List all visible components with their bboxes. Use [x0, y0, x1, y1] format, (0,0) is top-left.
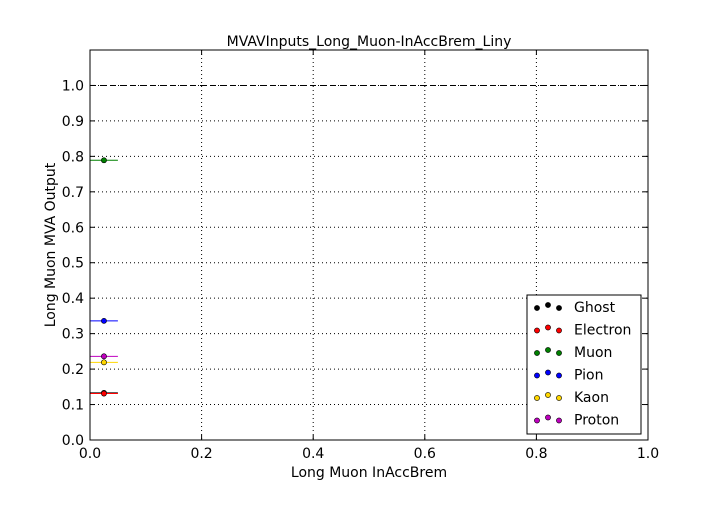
legend-marker: [534, 305, 540, 311]
x-axis-label: Long Muon InAccBrem: [291, 465, 447, 481]
y-tick-label: 0.1: [62, 398, 84, 414]
legend-label-pion: Pion: [574, 368, 603, 384]
legend-marker: [534, 395, 540, 401]
y-tick-label: 0.9: [62, 114, 84, 130]
x-tick-label: 0.2: [190, 446, 212, 462]
data-point-muon: [101, 157, 107, 164]
tick-layer: 0.0 0.2 0.4 0.6 0.8 1.0 0.0 0.1 0.2 0.3 0.4 0.5 0.6 0…: [62, 50, 659, 462]
y-tick-label: 0.3: [62, 327, 84, 343]
data-layer: [90, 157, 118, 397]
y-axis-label: Long Muon MVA Output: [43, 162, 59, 327]
legend-box: [526, 294, 642, 435]
legend-marker: [545, 302, 551, 308]
data-point-proton: [101, 353, 107, 360]
legend-marker: [556, 305, 562, 311]
legend-marker: [545, 324, 551, 331]
legend-marker: [556, 417, 562, 424]
legend-marker: [534, 417, 540, 424]
legend-marker: [545, 392, 551, 398]
legend-marker: [556, 327, 562, 334]
x-tick-label: 0.8: [525, 446, 547, 462]
chart-title: MVAVInputs_Long_Muon-InAccBrem_Liny: [227, 34, 512, 50]
legend-label-muon: Muon: [574, 345, 612, 361]
data-point-kaon: [101, 359, 107, 366]
y-tick-label: 0.2: [62, 362, 84, 378]
legend: Ghost Electron Muon Pion Kaon Proton: [526, 294, 642, 435]
legend-label-kaon: Kaon: [574, 390, 609, 406]
y-tick-label: 1.0: [62, 78, 84, 94]
legend-marker: [556, 395, 562, 401]
y-tick-label: 0.8: [62, 149, 84, 165]
x-tick-label: 0.0: [79, 446, 101, 462]
legend-label-proton: Proton: [574, 413, 619, 429]
legend-marker: [545, 414, 551, 421]
legend-marker: [545, 369, 551, 376]
x-tick-label: 1.0: [637, 446, 659, 462]
x-tick-label: 0.4: [302, 446, 324, 462]
x-tick-label: 0.6: [414, 446, 436, 462]
y-tick-label: 0.0: [62, 433, 84, 449]
legend-label-ghost: Ghost: [574, 300, 616, 316]
legend-marker: [556, 350, 562, 356]
legend-marker: [534, 372, 540, 379]
legend-marker: [534, 350, 540, 356]
legend-marker: [534, 327, 540, 334]
data-point-pion: [101, 317, 107, 324]
data-point-electron: [101, 390, 107, 397]
y-tick-label: 0.7: [62, 185, 84, 201]
legend-label-electron: Electron: [574, 323, 631, 339]
y-tick-label: 0.4: [62, 291, 84, 307]
y-tick-label: 0.5: [62, 256, 84, 272]
y-tick-label: 0.6: [62, 220, 84, 236]
plot-frame: [89, 49, 649, 441]
legend-marker: [556, 372, 562, 379]
legend-marker: [545, 347, 551, 353]
